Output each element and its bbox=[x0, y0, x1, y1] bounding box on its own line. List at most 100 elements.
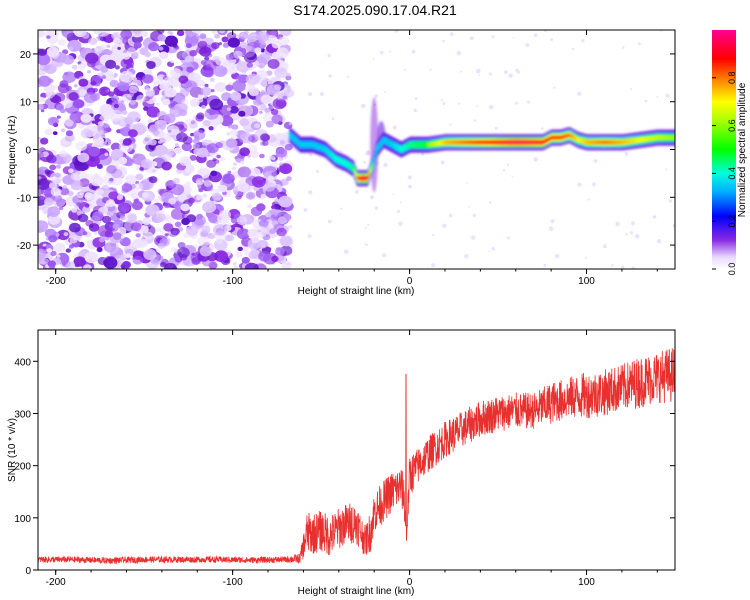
trace-cell bbox=[364, 176, 366, 181]
trace-cell bbox=[400, 146, 403, 153]
trace-cell bbox=[547, 137, 549, 142]
trace-cell bbox=[642, 137, 645, 142]
noise-dot bbox=[624, 151, 629, 156]
trace-cell bbox=[618, 140, 620, 145]
noise-blob bbox=[212, 55, 220, 63]
noise-blob bbox=[156, 102, 160, 106]
noise-blob bbox=[149, 124, 158, 133]
noise-blob bbox=[143, 106, 149, 111]
trace-cell bbox=[653, 136, 655, 141]
noise-blob bbox=[174, 147, 182, 154]
trace-cell bbox=[414, 141, 416, 149]
trace-cell bbox=[492, 140, 494, 145]
trace-cell bbox=[623, 140, 626, 145]
trace-cell bbox=[361, 176, 363, 181]
trace-cell bbox=[585, 140, 587, 144]
noise-blob bbox=[42, 246, 47, 250]
noise-blob bbox=[181, 142, 192, 152]
noise-blob bbox=[275, 132, 284, 140]
trace-cell bbox=[496, 140, 498, 145]
noise-blob bbox=[96, 247, 103, 253]
trace-cell bbox=[673, 135, 675, 140]
noise-blob bbox=[120, 264, 126, 269]
noise-dot bbox=[431, 263, 436, 268]
noise-dot bbox=[308, 91, 313, 97]
noise-blob bbox=[254, 123, 261, 129]
noise-dot bbox=[488, 104, 494, 110]
noise-dot bbox=[365, 243, 368, 246]
trace-cell bbox=[517, 140, 519, 145]
trace-cell bbox=[441, 140, 443, 145]
noise-blob bbox=[120, 215, 126, 221]
noise-blob bbox=[40, 109, 45, 113]
noise-blob bbox=[196, 147, 209, 158]
trace-cell bbox=[432, 142, 434, 146]
noise-dot bbox=[517, 70, 521, 74]
trace-cell bbox=[306, 141, 308, 149]
noise-blob bbox=[49, 164, 57, 171]
trace-cell bbox=[393, 142, 395, 149]
noise-blob bbox=[244, 262, 259, 269]
noise-blob bbox=[248, 167, 261, 178]
trace-cell bbox=[597, 140, 599, 145]
noise-dot bbox=[316, 170, 319, 173]
trace-cell bbox=[431, 142, 433, 147]
noise-blob bbox=[88, 37, 97, 46]
trace-cell bbox=[539, 140, 542, 145]
trace-cell bbox=[520, 140, 523, 145]
spectrogram-trace bbox=[289, 96, 675, 193]
trace-cell bbox=[415, 141, 417, 149]
trace-cell bbox=[486, 140, 489, 145]
trace-cell bbox=[540, 140, 543, 145]
noise-blob bbox=[96, 164, 103, 169]
noise-blob bbox=[230, 91, 242, 101]
noise-blob bbox=[113, 103, 119, 109]
trace-cell bbox=[652, 136, 654, 141]
trace-cell bbox=[596, 140, 598, 145]
figure-title: S174.2025.090.17.04.R21 bbox=[293, 2, 457, 18]
trace-cell bbox=[621, 140, 623, 145]
trace-cell bbox=[631, 139, 633, 144]
noise-blob bbox=[210, 89, 215, 93]
trace-cell bbox=[362, 176, 364, 181]
noise-blob bbox=[183, 118, 197, 130]
noise-dot bbox=[307, 234, 312, 239]
snr-x-ticks: -200 -100 0 100 bbox=[46, 330, 658, 588]
noise-dot bbox=[365, 150, 371, 156]
noise-blob bbox=[186, 225, 199, 236]
trace-cell bbox=[562, 135, 564, 139]
noise-blob bbox=[253, 226, 268, 238]
noise-dot bbox=[504, 70, 508, 74]
noise-blob bbox=[106, 44, 111, 48]
noise-blob bbox=[186, 214, 196, 223]
noise-blob bbox=[184, 164, 195, 174]
trace-cell bbox=[640, 137, 643, 142]
trace-cell bbox=[419, 141, 422, 149]
noise-blob bbox=[145, 204, 160, 217]
trace-cell bbox=[468, 140, 471, 145]
noise-blob bbox=[210, 170, 218, 177]
noise-blob bbox=[284, 143, 293, 151]
noise-dot bbox=[555, 253, 560, 259]
noise-blob bbox=[213, 65, 228, 77]
trace-cell bbox=[501, 140, 503, 145]
noise-dot bbox=[476, 105, 479, 108]
noise-blob bbox=[209, 77, 215, 82]
trace-cell bbox=[464, 140, 466, 145]
noise-blob bbox=[209, 98, 224, 111]
noise-blob bbox=[270, 108, 279, 116]
noise-dot bbox=[340, 149, 342, 152]
x-tick-label: 100 bbox=[578, 577, 595, 588]
noise-blob bbox=[46, 154, 57, 164]
trace-cell bbox=[609, 140, 612, 145]
trace-cell bbox=[553, 135, 555, 140]
noise-blob bbox=[205, 37, 214, 45]
trace-cell bbox=[610, 140, 613, 145]
noise-blob bbox=[154, 213, 166, 223]
noise-blob bbox=[246, 62, 253, 68]
noise-blob bbox=[53, 194, 63, 203]
trace-cell bbox=[379, 141, 381, 149]
noise-dot bbox=[593, 159, 598, 163]
noise-dot bbox=[328, 74, 332, 78]
noise-blob bbox=[78, 78, 89, 87]
